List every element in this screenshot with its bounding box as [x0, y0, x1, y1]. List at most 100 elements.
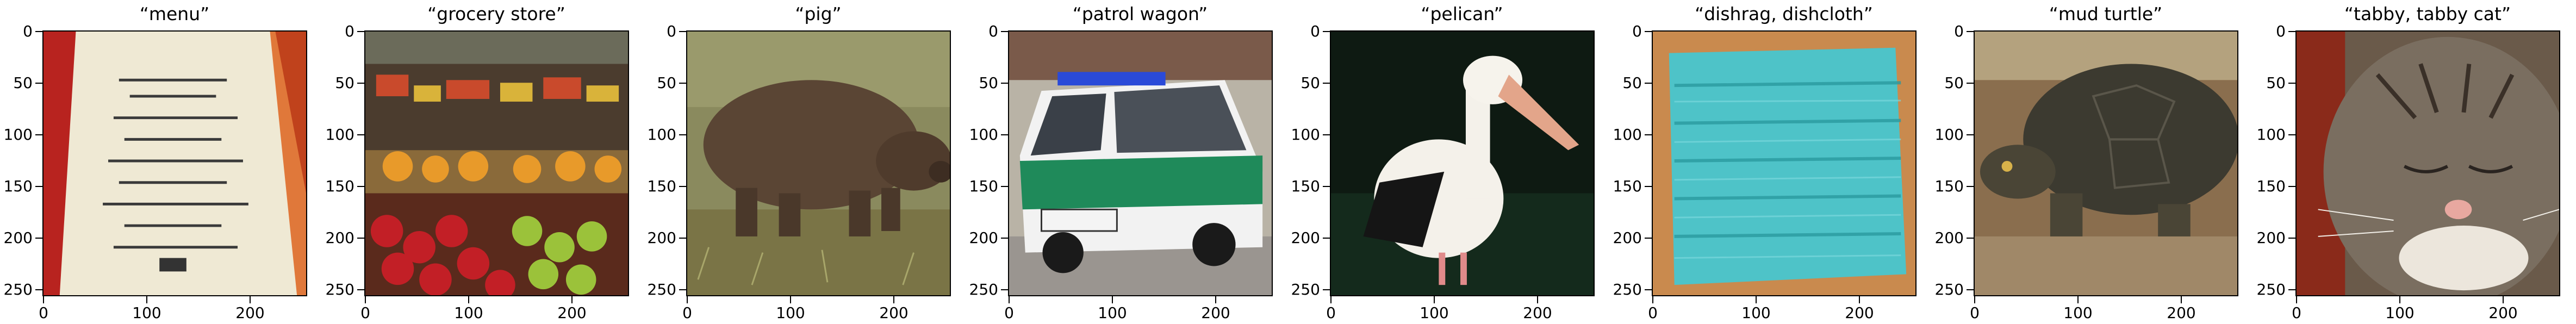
- x-tick-label: 0: [360, 304, 370, 322]
- y-tick-label: 0: [1954, 22, 1964, 40]
- y-tick-label: 0: [23, 22, 33, 40]
- y-tick-label: 0: [988, 22, 998, 40]
- x-tick-label: 0: [1004, 304, 1014, 322]
- menu-image: [43, 32, 306, 295]
- y-tick-label: 200: [647, 229, 676, 247]
- y-tick-label: 50: [1944, 74, 1964, 92]
- y-tick-label: 250: [1934, 281, 1964, 298]
- grocery-store-image: [365, 32, 628, 295]
- image-area: [1974, 30, 2238, 296]
- image-area: [364, 30, 629, 296]
- patrol-wagon-image: [1009, 32, 1272, 295]
- y-tick-label: 150: [969, 177, 998, 195]
- image-area: [1008, 30, 1273, 296]
- y-tick-label: 250: [1291, 281, 1320, 298]
- y-tick-label: 50: [1301, 74, 1320, 92]
- image-area: [1330, 30, 1595, 296]
- y-tick-label: 50: [1622, 74, 1642, 92]
- x-tick-label: 200: [1523, 304, 1552, 322]
- y-tick-label: 200: [969, 229, 998, 247]
- x-tick-label: 0: [1970, 304, 1980, 322]
- y-tick-label: 200: [1291, 229, 1320, 247]
- y-tick-label: 100: [1291, 126, 1320, 144]
- y-tick-label: 250: [1613, 281, 1642, 298]
- y-tick-label: 250: [325, 281, 354, 298]
- y-tick-label: 150: [3, 177, 33, 195]
- y-tick-label: 200: [2256, 229, 2286, 247]
- y-tick-label: 150: [1613, 177, 1642, 195]
- panel-mud-turtle: “mud turtle” 0 50 100 150 200 250 0 100 …: [1931, 0, 2238, 324]
- x-tick-label: 0: [1326, 304, 1336, 322]
- y-tick-label: 150: [1934, 177, 1964, 195]
- y-tick-label: 0: [1310, 22, 1320, 40]
- y-tick-label: 0: [2276, 22, 2286, 40]
- x-tick-label: 200: [235, 304, 265, 322]
- panel-menu: “menu” 0 50 100 150 200 250 0 100 200: [0, 0, 307, 324]
- panel-dishrag: “dishrag, dishcloth” 0 50 100 150 200 25…: [1609, 0, 1917, 324]
- y-tick-label: 250: [2256, 281, 2286, 298]
- y-tick-label: 50: [979, 74, 998, 92]
- x-tick-label: 100: [1741, 304, 1771, 322]
- y-tick-label: 0: [667, 22, 676, 40]
- x-tick-label: 200: [2488, 304, 2518, 322]
- x-tick-label: 100: [454, 304, 483, 322]
- y-tick-label: 100: [325, 126, 354, 144]
- y-tick-label: 200: [325, 229, 354, 247]
- y-tick-label: 100: [1934, 126, 1964, 144]
- panel-title: “patrol wagon”: [1072, 3, 1208, 24]
- y-tick-label: 0: [345, 22, 354, 40]
- x-tick-label: 0: [682, 304, 692, 322]
- y-tick-label: 50: [13, 74, 33, 92]
- x-tick-label: 200: [557, 304, 587, 322]
- pig-image: [687, 32, 950, 295]
- x-tick-label: 100: [1098, 304, 1127, 322]
- x-tick-label: 0: [1648, 304, 1658, 322]
- x-tick-label: 0: [2292, 304, 2301, 322]
- panel-tabby-cat: “tabby, tabby cat” 0 50 100 150 200 250 …: [2253, 0, 2560, 324]
- y-tick-label: 100: [1613, 126, 1642, 144]
- image-area: [42, 30, 307, 296]
- panel-title: “dishrag, dishcloth”: [1695, 3, 1873, 24]
- y-tick-label: 150: [2256, 177, 2286, 195]
- y-tick-label: 250: [969, 281, 998, 298]
- y-tick-label: 150: [647, 177, 676, 195]
- y-tick-label: 50: [2266, 74, 2286, 92]
- x-tick-label: 100: [1420, 304, 1449, 322]
- y-tick-label: 200: [3, 229, 33, 247]
- y-tick-label: 200: [1613, 229, 1642, 247]
- y-tick-label: 150: [1291, 177, 1320, 195]
- x-tick-label: 100: [2063, 304, 2093, 322]
- panel-title: “mud turtle”: [2049, 3, 2163, 24]
- y-tick-label: 0: [1632, 22, 1642, 40]
- x-tick-label: 100: [2385, 304, 2415, 322]
- x-tick-label: 100: [776, 304, 805, 322]
- y-tick-label: 50: [657, 74, 676, 92]
- y-tick-label: 100: [647, 126, 676, 144]
- y-tick-label: 100: [969, 126, 998, 144]
- x-tick-label: 200: [879, 304, 909, 322]
- panel-pelican: “pelican” 0 50 100 150 200 250 0 100 200: [1287, 0, 1595, 324]
- panel-title: “menu”: [139, 3, 210, 24]
- x-tick-label: 0: [39, 304, 48, 322]
- y-tick-label: 250: [3, 281, 33, 298]
- panel-title: “tabby, tabby cat”: [2344, 3, 2511, 24]
- panel-title: “grocery store”: [427, 3, 565, 24]
- image-area: [1652, 30, 1917, 296]
- image-area: [686, 30, 951, 296]
- panel-title: “pelican”: [1421, 3, 1503, 24]
- pelican-image: [1331, 32, 1594, 295]
- image-area: [2295, 30, 2560, 296]
- x-tick-label: 200: [2167, 304, 2196, 322]
- panel-title: “pig”: [795, 3, 842, 24]
- x-tick-label: 200: [1845, 304, 1874, 322]
- y-tick-label: 150: [325, 177, 354, 195]
- panel-grocery-store: “grocery store” 0 50 100 150 200 250 0 1…: [322, 0, 629, 324]
- mud-turtle-image: [1975, 32, 2237, 295]
- x-tick-label: 200: [1201, 304, 1230, 322]
- y-tick-label: 100: [3, 126, 33, 144]
- x-tick-label: 100: [132, 304, 161, 322]
- panel-pig: “pig” 0 50 100 150 200 250 0 100 200: [644, 0, 951, 324]
- y-tick-label: 250: [647, 281, 676, 298]
- dishrag-image: [1653, 32, 1915, 295]
- y-tick-label: 100: [2256, 126, 2286, 144]
